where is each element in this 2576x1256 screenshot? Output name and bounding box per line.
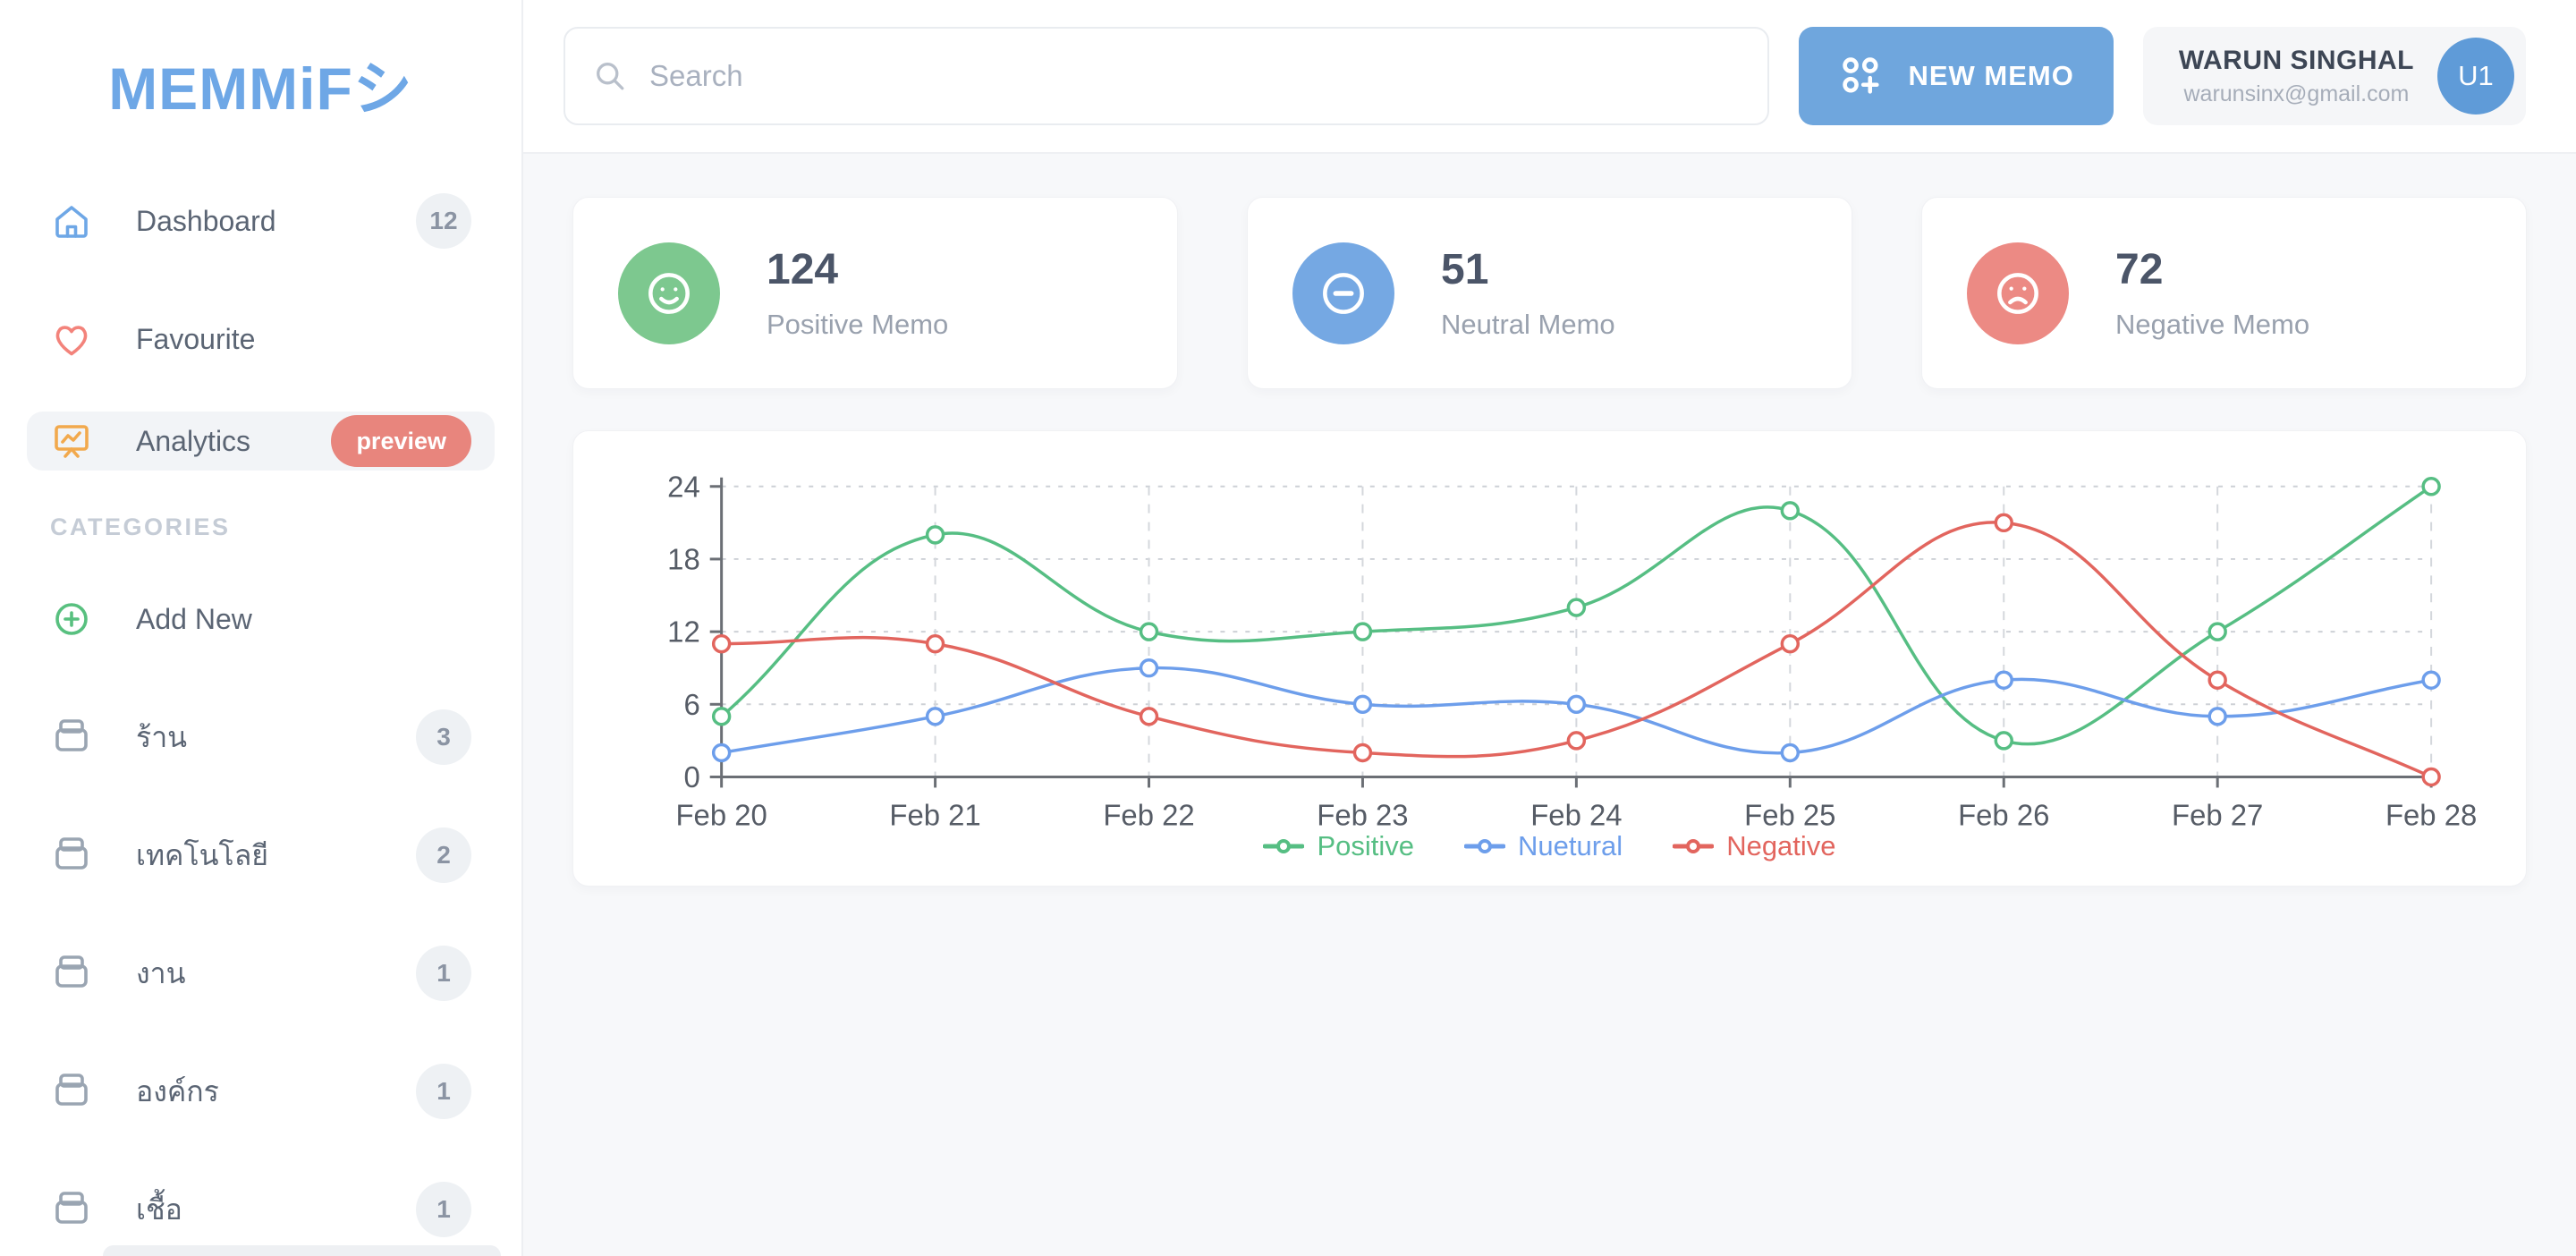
svg-text:12: 12 <box>667 615 700 649</box>
svg-text:Feb 27: Feb 27 <box>2172 798 2263 831</box>
sidebar-category-item[interactable]: เทคโนโลยี 2 <box>50 826 471 885</box>
archive-icon <box>50 716 93 759</box>
preview-badge: preview <box>331 415 471 467</box>
legend-label: Negative <box>1726 830 1836 861</box>
archive-icon <box>50 952 93 995</box>
archive-icon <box>50 1070 93 1113</box>
sidebar-item-dashboard[interactable]: Dashboard 12 <box>50 191 471 250</box>
user-email: warunsinx@gmail.com <box>2183 81 2410 106</box>
legend-marker-negative <box>1673 839 1715 853</box>
user-text: WARUN SINGHAL warunsinx@gmail.com <box>2179 46 2414 107</box>
home-icon <box>50 199 93 242</box>
sidebar-item-label: Dashboard <box>136 204 276 237</box>
chart-legend: Positive Nuetural Ne <box>573 830 2526 862</box>
legend-item-positive[interactable]: Positive <box>1263 830 1414 862</box>
sidebar: MEMMiFシ Dashboard 12 Favouri <box>0 0 523 1256</box>
category-label: ร้าน <box>136 720 188 753</box>
svg-text:Feb 26: Feb 26 <box>1958 798 2049 831</box>
categories-header: CATEGORIES <box>50 513 231 540</box>
search-box <box>564 27 1770 125</box>
svg-text:6: 6 <box>683 688 699 721</box>
user-name: WARUN SINGHAL <box>2178 45 2414 75</box>
svg-text:0: 0 <box>683 760 699 793</box>
category-count-badge: 1 <box>416 1064 471 1119</box>
category-label: เทคโนโลยี <box>136 838 269 871</box>
new-memo-label: NEW MEMO <box>1908 60 2074 91</box>
legend-marker-positive <box>1263 839 1305 853</box>
grid-plus-icon <box>1843 57 1880 94</box>
svg-text:Feb 23: Feb 23 <box>1317 798 1408 831</box>
archive-icon <box>50 834 93 877</box>
top-bar: NEW MEMO WARUN SINGHAL warunsinx@gmail.c… <box>523 0 2576 154</box>
presentation-icon <box>50 420 93 463</box>
search-input[interactable] <box>649 59 1743 93</box>
add-new-label: Add New <box>136 602 252 635</box>
main-content: 124 Positive Memo 51 Neutral Memo <box>523 154 2576 887</box>
user-menu[interactable]: WARUN SINGHAL warunsinx@gmail.com U1 <box>2142 27 2526 125</box>
stat-label: Neutral Memo <box>1441 309 1615 340</box>
sidebar-item-label: Analytics <box>136 424 251 457</box>
search-icon <box>597 63 624 90</box>
svg-text:Feb 22: Feb 22 <box>1103 798 1194 831</box>
sidebar-item-favourite[interactable]: Favourite <box>50 310 471 369</box>
avatar: U1 <box>2437 38 2514 115</box>
new-memo-button[interactable]: NEW MEMO <box>1799 27 2114 125</box>
archive-icon <box>50 1188 93 1231</box>
heart-icon <box>50 318 93 361</box>
sidebar-partial-item <box>103 1245 501 1256</box>
add-new-category-button[interactable]: Add New <box>50 590 471 649</box>
stat-value: 124 <box>767 246 839 293</box>
svg-text:Feb 24: Feb 24 <box>1530 798 1622 831</box>
sidebar-item-label: Favourite <box>136 322 256 355</box>
svg-text:Feb 28: Feb 28 <box>2385 798 2477 831</box>
stat-card-negative: 72 Negative Memo <box>1921 197 2527 389</box>
stat-label: Negative Memo <box>2115 309 2310 340</box>
category-count-badge: 1 <box>416 1182 471 1237</box>
stats-row: 124 Positive Memo 51 Neutral Memo <box>572 197 2527 389</box>
category-label: งาน <box>136 956 186 989</box>
legend-label: Nuetural <box>1518 830 1623 861</box>
sidebar-category-item[interactable]: ร้าน 3 <box>50 708 471 767</box>
plus-circle-icon <box>50 598 93 641</box>
stat-card-neutral: 51 Neutral Memo <box>1247 197 1852 389</box>
memo-trend-chart-card: 0 6 12 18 24 Feb 20 Feb 21 Feb 22 Feb 23 Feb 24 Fe… <box>572 430 2527 887</box>
frown-face-icon <box>1967 242 2069 344</box>
neutral-face-icon <box>1292 242 1394 344</box>
legend-label: Positive <box>1317 830 1414 861</box>
app-logo: MEMMiFシ <box>108 55 413 122</box>
legend-item-negative[interactable]: Negative <box>1673 830 1836 862</box>
main-column: NEW MEMO WARUN SINGHAL warunsinx@gmail.c… <box>523 0 2576 1256</box>
category-label: เชื้อ <box>136 1192 182 1226</box>
stat-value: 72 <box>2115 246 2164 293</box>
svg-text:Feb 25: Feb 25 <box>1744 798 1835 831</box>
category-label: องค์กร <box>136 1074 219 1107</box>
stat-card-positive: 124 Positive Memo <box>572 197 1178 389</box>
stat-text: 124 Positive Memo <box>767 245 948 341</box>
svg-text:24: 24 <box>667 470 700 503</box>
dashboard-count-badge: 12 <box>416 193 471 249</box>
sidebar-item-analytics[interactable]: Analytics preview <box>27 412 495 471</box>
category-count-badge: 3 <box>416 709 471 765</box>
sidebar-category-item[interactable]: องค์กร 1 <box>50 1062 471 1121</box>
stat-value: 51 <box>1441 246 1489 293</box>
smile-icon <box>618 242 720 344</box>
svg-text:Feb 21: Feb 21 <box>889 798 980 831</box>
sidebar-nav: Dashboard 12 Favourite <box>0 191 521 1239</box>
svg-text:Feb 20: Feb 20 <box>675 798 767 831</box>
category-count-badge: 1 <box>416 946 471 1001</box>
stat-text: 72 Negative Memo <box>2115 245 2309 341</box>
legend-item-nuetural[interactable]: Nuetural <box>1464 830 1623 862</box>
legend-marker-nuetural <box>1464 839 1505 853</box>
category-count-badge: 2 <box>416 827 471 883</box>
sidebar-category-item[interactable]: งาน 1 <box>50 944 471 1003</box>
svg-text:18: 18 <box>667 542 700 575</box>
stat-text: 51 Neutral Memo <box>1441 245 1615 341</box>
memo-trend-chart: 0 6 12 18 24 Feb 20 Feb 21 Feb 22 Feb 23 Feb 24 Fe… <box>667 470 2477 831</box>
stat-label: Positive Memo <box>767 309 949 340</box>
sidebar-category-item[interactable]: เชื้อ 1 <box>50 1180 471 1239</box>
